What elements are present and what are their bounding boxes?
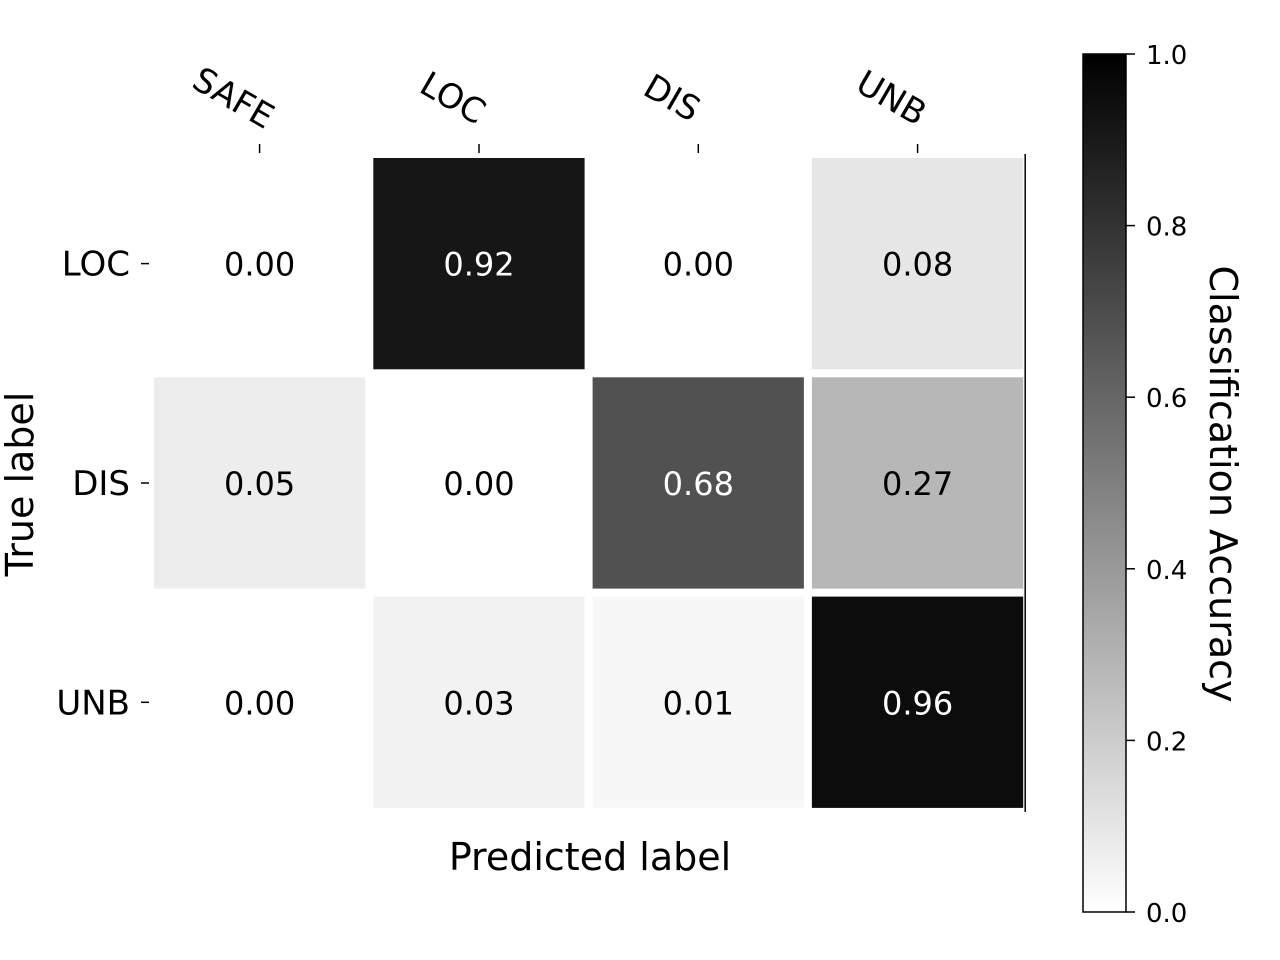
y-tick-label: UNB <box>56 683 130 723</box>
heatmap-cell <box>811 377 1024 589</box>
cell-value-label: 0.01 <box>663 684 734 722</box>
cell-value-label: 0.68 <box>663 465 734 503</box>
cell-value-label: 0.00 <box>663 246 734 284</box>
heatmap-cell <box>592 158 804 370</box>
cell-value-label: 0.00 <box>443 465 514 503</box>
y-tick-label: DIS <box>72 464 130 504</box>
y-axis-ticks: LOC DIS UNB <box>56 245 149 723</box>
colorbar-ticks: 0.0 0.2 0.4 0.6 0.8 1.0 <box>1126 41 1187 929</box>
cell-value-label: 0.92 <box>443 246 514 284</box>
cell-value-label: 0.03 <box>443 684 514 722</box>
heatmap-cell <box>592 596 804 808</box>
cell-value-label: 0.00 <box>224 684 295 722</box>
x-tick-label: LOC <box>413 64 492 133</box>
x-tick-label: UNB <box>849 63 933 134</box>
x-axis-ticks: SAFE LOC DIS UNB <box>186 60 933 153</box>
heatmap-cell <box>811 596 1024 808</box>
heatmap-cell-labels: 0.00 0.92 0.00 0.08 0.05 0.00 0.68 0.27 0.00 0.03… <box>224 246 953 723</box>
colorbar-tick-label: 0.4 <box>1146 556 1187 586</box>
colorbar-gradient <box>1082 53 1127 913</box>
colorbar-tick-label: 0.2 <box>1146 727 1187 757</box>
colorbar-tick-label: 0.8 <box>1146 213 1187 243</box>
heatmap-cell <box>154 377 366 589</box>
y-tick-label: LOC <box>62 245 130 285</box>
colorbar-tick-label: 0.0 <box>1146 899 1187 929</box>
heatmap-cell <box>811 158 1024 370</box>
cell-value-label: 0.08 <box>882 246 953 284</box>
colorbar-tick-label: 0.6 <box>1146 384 1187 414</box>
cell-value-label: 0.00 <box>224 246 295 284</box>
heatmap-cells <box>154 154 1026 812</box>
cell-value-label: 0.27 <box>882 465 953 503</box>
x-tick-label: SAFE <box>186 60 281 138</box>
heatmap-cell <box>373 377 585 589</box>
colorbar-tick-label: 1.0 <box>1146 41 1187 71</box>
heatmap-cell <box>592 377 804 589</box>
colorbar: 0.0 0.2 0.4 0.6 0.8 1.0 Classification Accura… <box>1082 41 1245 929</box>
heatmap-cell <box>154 596 366 808</box>
x-axis-label: Predicted label <box>449 835 731 879</box>
colorbar-label: Classification Accuracy <box>1201 266 1245 703</box>
cell-value-label: 0.96 <box>882 684 953 722</box>
y-axis-label: True label <box>0 392 42 578</box>
cell-value-label: 0.05 <box>224 465 295 503</box>
heatmap-cell <box>373 596 585 808</box>
heatmap-cell <box>154 158 366 370</box>
heatmap-cell <box>373 158 585 370</box>
x-tick-label: DIS <box>637 67 707 131</box>
